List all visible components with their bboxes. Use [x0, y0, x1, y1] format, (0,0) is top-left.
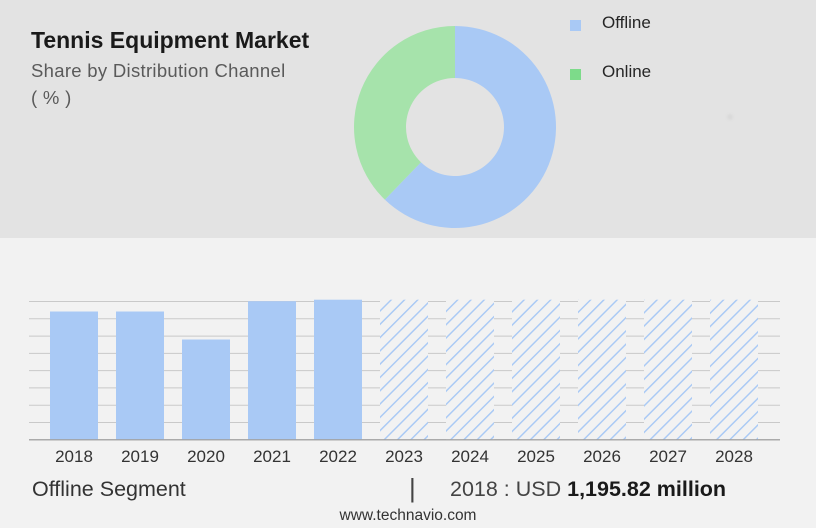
svg-text:2021: 2021 [253, 447, 291, 466]
svg-text:2019: 2019 [121, 447, 159, 466]
svg-text:2018: 2018 [55, 447, 93, 466]
svg-text:2020: 2020 [187, 447, 225, 466]
svg-text:2026: 2026 [583, 447, 621, 466]
svg-text:2023: 2023 [385, 447, 423, 466]
svg-text:2024: 2024 [451, 447, 489, 466]
svg-text:2027: 2027 [649, 447, 687, 466]
svg-text:2022: 2022 [319, 447, 357, 466]
svg-text:2028: 2028 [715, 447, 753, 466]
svg-text:2025: 2025 [517, 447, 555, 466]
